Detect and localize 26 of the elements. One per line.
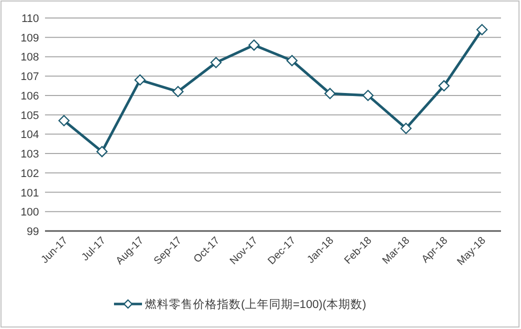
y-tick-label: 101 [20,187,39,200]
legend: 燃料零售价格指数(上年同期=100)(本期数) [114,299,366,311]
point [248,40,260,51]
point [362,90,374,102]
legend-label: 燃料零售价格指数(上年同期=100)(本期数) [145,298,366,311]
y-tick-label: 105 [20,110,39,122]
y-tick-label: 104 [20,129,39,142]
y-tick-label: 106 [20,90,39,102]
point [210,56,222,68]
point [96,146,108,158]
point [438,80,450,92]
y-tick-label: 110 [21,13,39,25]
y-tick-label: 103 [20,148,39,161]
y-tick-label: 102 [20,168,39,180]
y-tick-label: 109 [20,32,39,44]
y-tick-label: 107 [20,71,39,84]
point [134,74,146,86]
y-tick-label: 100 [20,206,39,219]
point [286,55,298,66]
point [324,88,336,100]
y-tick-label: 108 [20,52,39,64]
point [400,122,412,134]
point [476,24,488,36]
y-tick-label: 99 [26,226,39,238]
point [172,86,184,98]
point [58,115,70,126]
